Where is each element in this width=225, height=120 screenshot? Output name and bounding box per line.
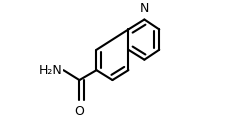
Text: O: O (74, 105, 84, 118)
Text: N: N (139, 2, 149, 15)
Text: H₂N: H₂N (38, 64, 62, 77)
